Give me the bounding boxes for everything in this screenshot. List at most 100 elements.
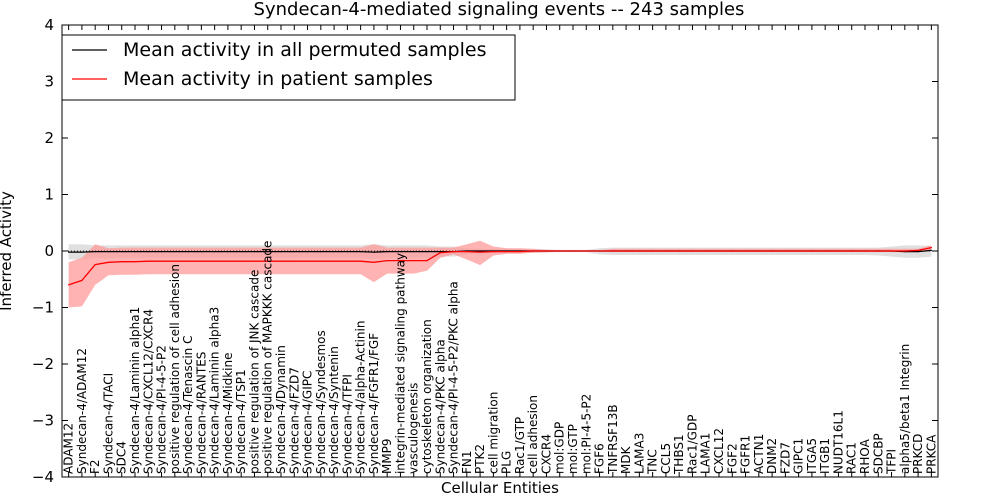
point-patient	[625, 250, 627, 252]
point-permuted	[187, 251, 189, 253]
point-permuted	[373, 251, 375, 253]
point-permuted	[94, 251, 96, 253]
point-patient	[320, 260, 322, 262]
point-permuted	[360, 251, 362, 253]
point-patient	[877, 250, 879, 252]
point-patient	[837, 250, 840, 252]
x-tick-label: positive regulation of JNK cascade	[248, 270, 262, 474]
point-patient	[426, 260, 428, 262]
point-permuted	[214, 251, 216, 253]
point-patient	[784, 250, 787, 252]
point-patient	[227, 260, 229, 262]
x-tick-label: LAMA3	[632, 433, 646, 474]
point-patient	[811, 250, 813, 252]
point-patient	[545, 250, 548, 252]
x-tick-label: integrin-mediated signaling pathway	[394, 253, 408, 474]
x-tick-label: ITGB1	[818, 438, 832, 474]
x-tick-label: SDC4	[115, 441, 129, 474]
point-permuted	[227, 251, 229, 253]
point-patient	[386, 260, 388, 262]
point-patient	[691, 250, 694, 252]
x-tick-label: Rac1/GDP	[686, 415, 700, 474]
point-permuted	[280, 251, 282, 253]
point-permuted	[121, 251, 123, 253]
x-tick-label: Syndecan-4/PKC alpha	[433, 339, 447, 474]
point-permuted	[81, 251, 83, 253]
point-permuted	[107, 251, 110, 253]
point-patient	[917, 249, 919, 251]
point-patient	[705, 250, 707, 252]
point-patient	[824, 250, 826, 252]
point-patient	[466, 251, 468, 253]
x-tick-label: cell migration	[486, 392, 500, 474]
x-tick-label: Syndecan-4/Dynamin	[274, 345, 288, 474]
x-tick-label: Syndecan-4/Tenascin C	[181, 335, 195, 474]
point-permuted	[930, 249, 933, 251]
point-patient	[744, 250, 747, 252]
x-tick-label: FGFR1	[739, 435, 753, 474]
point-patient	[134, 261, 136, 263]
point-patient	[267, 260, 269, 262]
legend: Mean activity in all permuted samples Me…	[61, 34, 516, 101]
point-patient	[559, 250, 561, 252]
point-patient	[904, 250, 906, 252]
point-patient	[598, 250, 601, 252]
point-permuted	[174, 251, 176, 253]
point-patient	[399, 260, 402, 262]
point-patient	[187, 260, 189, 262]
point-permuted	[333, 251, 335, 253]
x-tick-label: SDCBP	[871, 433, 885, 474]
x-tick-label: Syndecan-4/Midkine	[221, 353, 235, 474]
point-patient	[492, 251, 494, 253]
point-patient	[798, 250, 800, 252]
x-tick-label: ACTN1	[752, 434, 766, 474]
point-permuted	[253, 251, 256, 253]
y-axis-label: Inferred Activity	[0, 191, 15, 311]
y-tick-label: 2	[44, 129, 54, 147]
point-permuted	[917, 251, 919, 253]
x-tick-label: Syndecan-4/CXCL12/CXCR4	[141, 309, 155, 474]
point-patient	[373, 261, 375, 263]
y-tick-label: −1	[32, 299, 54, 317]
x-tick-label: Syndecan-4/PI-4-5-P2	[155, 345, 169, 474]
x-tick-label: mol:GTP	[566, 424, 580, 474]
x-tick-label: Syndecan-4/FGFR1/FGF	[367, 333, 381, 474]
x-axis-ticks: ADAM12 Syndecan-4/ADAM12 F2 Syndecan-4/TACI…	[62, 25, 938, 477]
point-permuted	[200, 251, 202, 253]
point-patient	[200, 260, 202, 262]
x-tick-label: PTK2	[473, 444, 487, 474]
x-tick-label: Syndecan-4/PI-4-5-P2/PKC alpha	[447, 281, 461, 474]
x-tick-label: Syndecan-4/TACI	[102, 373, 116, 474]
x-tick-label: CXCL12	[712, 428, 726, 474]
point-patient	[240, 260, 242, 262]
x-tick-label: Syndecan-4/TSP1	[234, 369, 248, 474]
x-tick-label: Syndecan-4/GIPC	[301, 371, 315, 474]
x-tick-label: mol:PI-4-5-P2	[579, 394, 593, 474]
x-tick-label: GIPC1	[792, 438, 806, 474]
point-patient	[253, 260, 256, 262]
x-tick-label: NUDT16L1	[832, 410, 846, 474]
point-patient	[147, 260, 149, 262]
x-tick-label: Syndecan-4/Laminin alpha3	[208, 307, 222, 474]
point-permuted	[160, 251, 163, 253]
x-tick-label: mol:GDP	[553, 422, 567, 474]
point-patient	[638, 250, 641, 252]
x-tick-label: CXCR4	[540, 434, 554, 474]
x-tick-label: Syndecan-4/Laminin alpha1	[128, 307, 142, 474]
x-tick-label: cytoskeleton organization	[420, 319, 434, 474]
point-permuted	[479, 250, 481, 252]
y-tick-label: −4	[32, 468, 54, 486]
x-tick-label: positive regulation of cell adhesion	[168, 264, 182, 474]
point-permuted	[346, 251, 348, 253]
x-tick-label: vasculogenesis	[407, 383, 421, 474]
point-patient	[758, 250, 760, 252]
legend-box	[61, 34, 516, 101]
x-tick-label: FGF2	[725, 443, 739, 474]
x-tick-label: RHOA	[858, 438, 872, 474]
point-patient	[121, 261, 123, 263]
chart-title: Syndecan-4-mediated signaling events -- …	[254, 0, 745, 20]
point-permuted	[293, 251, 295, 253]
x-tick-label: ADAM12	[62, 423, 76, 474]
x-tick-label: TNFRSF13B	[606, 404, 620, 475]
y-tick-label: 4	[44, 16, 54, 34]
